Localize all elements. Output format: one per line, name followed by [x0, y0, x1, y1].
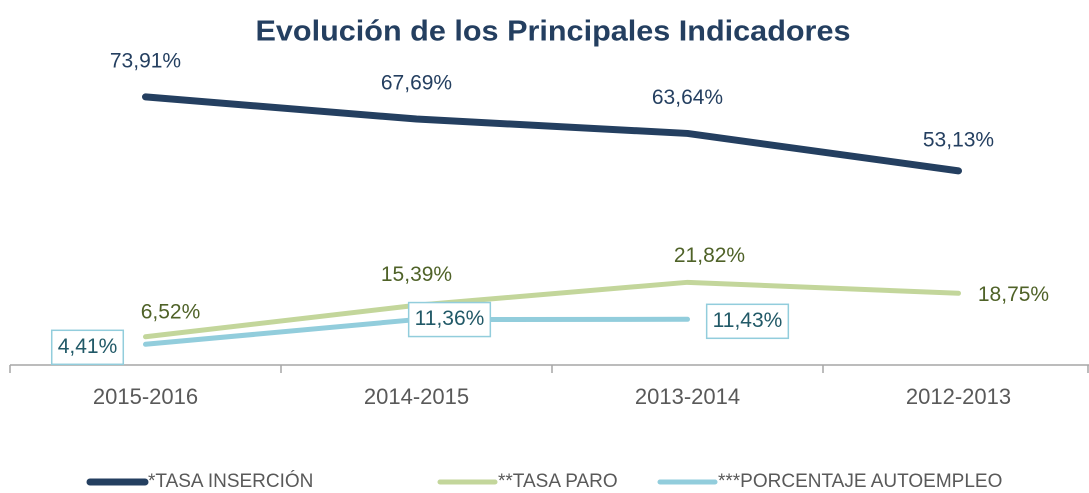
data-label-box: 11,36%: [407, 301, 492, 338]
x-tick-label: 2013-2014: [635, 384, 740, 409]
data-label: 63,64%: [652, 86, 723, 109]
data-label: 53,13%: [923, 128, 994, 151]
data-label: 73,91%: [110, 49, 181, 72]
legend-label: *TASA INSERCIÓN: [148, 470, 313, 492]
data-label: 15,39%: [381, 263, 452, 286]
label-box: [50, 329, 125, 366]
data-label-box: 4,41%: [50, 329, 125, 366]
data-label: 11,36%: [415, 307, 485, 330]
legend-label: **TASA PARO: [498, 471, 618, 492]
label-box: [407, 301, 492, 338]
data-label: 21,82%: [674, 244, 745, 267]
data-label: 6,52%: [141, 300, 201, 323]
series-line: [142, 93, 962, 175]
data-label: 11,43%: [713, 309, 783, 332]
data-label: 18,75%: [978, 283, 1049, 306]
x-tick-label: 2014-2015: [364, 384, 469, 409]
label-box: [705, 303, 790, 340]
data-label-box: 11,43%: [705, 303, 790, 340]
legend-label: ***PORCENTAJE AUTOEMPLEO: [718, 471, 1002, 492]
x-tick-label: 2015-2016: [93, 384, 198, 409]
data-label: 67,69%: [381, 72, 452, 95]
series-line: [143, 279, 961, 340]
chart-title: Evolución de los Principales Indicadores: [256, 16, 851, 48]
data-label: 4,41%: [58, 335, 118, 358]
x-tick-label: 2012-2013: [906, 384, 1011, 409]
